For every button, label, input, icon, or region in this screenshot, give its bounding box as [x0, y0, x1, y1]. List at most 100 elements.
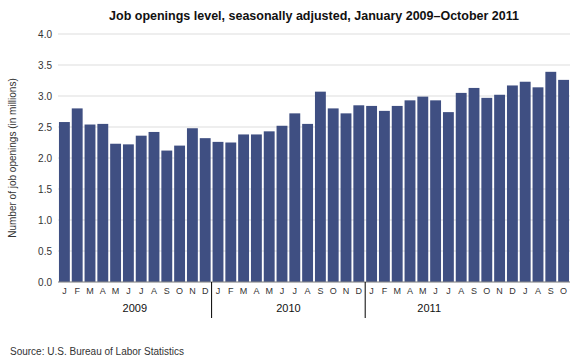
- x-tick-label: J: [216, 286, 221, 296]
- grid-line: [58, 127, 570, 128]
- bar: [187, 128, 198, 282]
- bar: [469, 88, 480, 282]
- bar: [238, 134, 249, 282]
- bar: [136, 136, 147, 282]
- bar: [507, 85, 518, 282]
- x-tick-label: A: [458, 286, 464, 296]
- grid-line: [58, 34, 570, 35]
- bar: [545, 72, 556, 282]
- x-tick-label: O: [560, 286, 567, 296]
- bar: [72, 108, 83, 282]
- y-tick-label: 1.0: [38, 215, 52, 226]
- x-axis: [58, 282, 570, 283]
- x-tick-label: J: [280, 286, 285, 296]
- x-tick-label: A: [535, 286, 541, 296]
- x-tick-label: S: [317, 286, 323, 296]
- source-note: Source: U.S. Bureau of Labor Statistics: [10, 346, 184, 357]
- chart: 0.00.51.01.52.02.53.03.54.0JFMAMJJASONDJ…: [0, 0, 580, 363]
- bar: [315, 92, 326, 282]
- x-tick-label: F: [74, 286, 80, 296]
- x-tick-label: A: [100, 286, 106, 296]
- bar: [59, 122, 70, 282]
- bar: [264, 131, 275, 282]
- x-tick-label: D: [509, 286, 516, 296]
- title: Job openings level, seasonally adjusted,…: [109, 9, 519, 23]
- y-tick-label: 2.5: [38, 122, 52, 133]
- year-label: 2010: [276, 302, 300, 314]
- x-tick-label: F: [382, 286, 388, 296]
- x-tick-label: J: [139, 286, 144, 296]
- grid-line: [58, 189, 570, 190]
- bar: [123, 144, 134, 282]
- bar: [379, 111, 390, 282]
- bar: [533, 87, 544, 282]
- bar: [328, 108, 339, 282]
- year-divider: [211, 282, 212, 318]
- x-tick-label: S: [548, 286, 554, 296]
- grid-line: [58, 251, 570, 252]
- bar: [277, 126, 288, 282]
- bar: [200, 138, 211, 282]
- x-tick-label: N: [189, 286, 196, 296]
- x-tick-label: N: [343, 286, 350, 296]
- x-tick-label: S: [164, 286, 170, 296]
- y-tick-label: 1.5: [38, 184, 52, 195]
- grid-line: [58, 158, 570, 159]
- x-tick-label: M: [112, 286, 120, 296]
- x-tick-label: J: [446, 286, 451, 296]
- x-tick-label: O: [330, 286, 337, 296]
- x-tick-label: M: [240, 286, 248, 296]
- y-tick-label: 3.0: [38, 91, 52, 102]
- bar: [430, 100, 441, 282]
- x-tick-label: M: [419, 286, 427, 296]
- bar: [366, 106, 377, 282]
- x-tick-label: M: [393, 286, 401, 296]
- x-tick-label: S: [471, 286, 477, 296]
- x-tick-label: M: [265, 286, 273, 296]
- x-tick-label: J: [433, 286, 438, 296]
- x-tick-label: J: [293, 286, 298, 296]
- x-tick-label: A: [151, 286, 157, 296]
- bar: [405, 100, 416, 282]
- x-tick-label: J: [62, 286, 67, 296]
- x-tick-label: M: [86, 286, 94, 296]
- bar: [110, 144, 121, 282]
- bar: [174, 146, 185, 282]
- x-tick-label: O: [483, 286, 490, 296]
- y-axis-label: Number of job openings (in millions): [7, 78, 18, 238]
- x-tick-label: D: [356, 286, 363, 296]
- bar: [341, 113, 352, 282]
- y-tick-label: 0.0: [38, 277, 52, 288]
- bar: [443, 112, 454, 282]
- bar: [520, 82, 531, 282]
- bar: [161, 151, 172, 282]
- bar: [302, 124, 313, 282]
- bar: [353, 105, 364, 282]
- x-tick-label: J: [369, 286, 374, 296]
- bar: [417, 97, 428, 282]
- bar: [392, 106, 403, 282]
- bar: [289, 113, 300, 282]
- year-label: 2011: [417, 302, 441, 314]
- x-tick-label: A: [253, 286, 259, 296]
- bar: [213, 142, 224, 282]
- year-divider: [365, 282, 366, 318]
- y-tick-label: 0.5: [38, 246, 52, 257]
- grid-line: [58, 282, 570, 283]
- y-tick-label: 3.5: [38, 60, 52, 71]
- bar: [494, 95, 505, 282]
- bar: [558, 80, 569, 282]
- year-label: 2009: [123, 302, 147, 314]
- x-tick-label: J: [523, 286, 528, 296]
- grid: [58, 34, 570, 282]
- bars: [59, 72, 569, 282]
- bar: [225, 143, 236, 283]
- bar: [97, 124, 108, 282]
- grid-line: [58, 65, 570, 66]
- bar: [456, 93, 467, 282]
- bar: [149, 132, 160, 282]
- y-tick-label: 2.0: [38, 153, 52, 164]
- grid-line: [58, 220, 570, 221]
- x-tick-label: J: [126, 286, 131, 296]
- x-tick-label: A: [305, 286, 311, 296]
